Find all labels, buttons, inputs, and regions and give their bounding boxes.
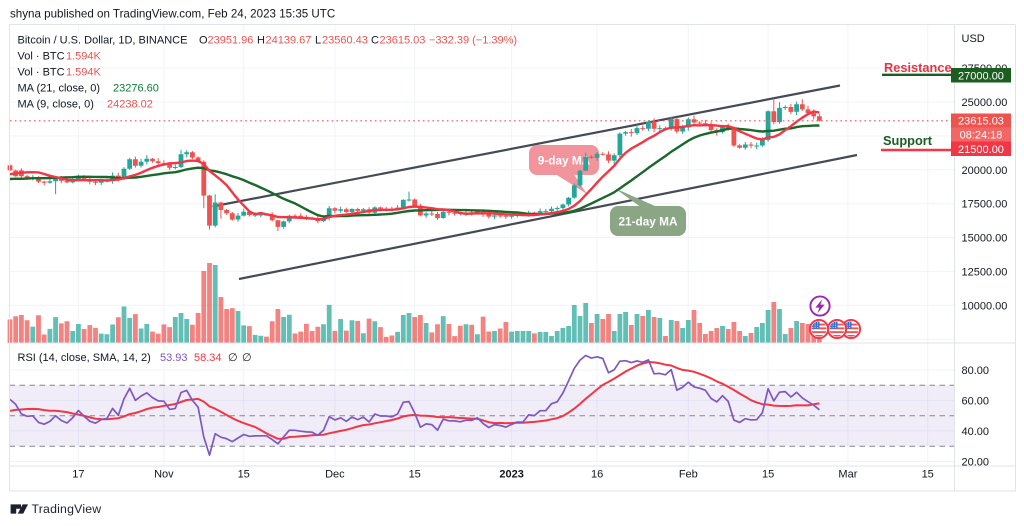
svg-text:Bitcoin / U.S. Dollar, 1D, BIN: Bitcoin / U.S. Dollar, 1D, BINANCE	[18, 35, 188, 47]
svg-text:23951.96: 23951.96	[208, 35, 254, 47]
svg-text:17500.00: 17500.00	[962, 199, 1008, 211]
svg-text:80.00: 80.00	[962, 365, 990, 377]
svg-text:O: O	[199, 35, 208, 47]
svg-text:10000.00: 10000.00	[962, 300, 1008, 312]
svg-text:25000.00: 25000.00	[962, 97, 1008, 109]
svg-text:23276.60: 23276.60	[113, 83, 159, 95]
svg-text:9-day MA: 9-day MA	[538, 154, 591, 168]
svg-text:2023: 2023	[499, 469, 523, 481]
svg-text:Mar: Mar	[838, 469, 857, 481]
svg-text:Vol · BTC: Vol · BTC	[18, 67, 65, 79]
svg-text:15: 15	[762, 469, 774, 481]
svg-text:1.594K: 1.594K	[66, 67, 102, 79]
svg-text:−332.39 (−1.39%): −332.39 (−1.39%)	[429, 35, 517, 47]
svg-text:21500.00: 21500.00	[958, 144, 1004, 156]
svg-text:20000.00: 20000.00	[962, 165, 1008, 177]
svg-text:Vol · BTC: Vol · BTC	[18, 51, 65, 63]
svg-text:TradingView: TradingView	[32, 502, 102, 516]
svg-text:Dec: Dec	[325, 469, 345, 481]
svg-text:23615.03: 23615.03	[380, 35, 426, 47]
svg-text:24238.02: 24238.02	[107, 99, 153, 111]
svg-text:∅: ∅	[228, 352, 238, 364]
svg-text:shyna published on TradingView: shyna published on TradingView.com, Feb …	[10, 8, 335, 21]
svg-text:MA (9, close, 0): MA (9, close, 0)	[18, 99, 94, 111]
svg-text:Support: Support	[883, 133, 933, 148]
svg-text:16: 16	[591, 469, 603, 481]
svg-text:1.594K: 1.594K	[66, 51, 102, 63]
svg-text:15: 15	[409, 469, 421, 481]
svg-text:20.00: 20.00	[962, 456, 990, 468]
svg-text:RSI (14, close, SMA, 14, 2): RSI (14, close, SMA, 14, 2)	[18, 352, 151, 364]
svg-text:Feb: Feb	[679, 469, 698, 481]
svg-text:Resistance: Resistance	[884, 60, 952, 75]
svg-text:MA (21, close, 0): MA (21, close, 0)	[18, 83, 101, 95]
svg-text:H: H	[257, 35, 265, 47]
svg-text:58.34: 58.34	[194, 352, 222, 364]
svg-text:08:24:18: 08:24:18	[960, 129, 1003, 141]
svg-text:23560.43: 23560.43	[322, 35, 368, 47]
svg-text:23615.03: 23615.03	[958, 115, 1004, 127]
svg-text:17: 17	[72, 469, 84, 481]
svg-text:27000.00: 27000.00	[958, 71, 1004, 83]
svg-text:40.00: 40.00	[962, 426, 990, 438]
svg-text:L: L	[315, 35, 321, 47]
svg-text:15000.00: 15000.00	[962, 233, 1008, 245]
svg-text:24139.67: 24139.67	[266, 35, 312, 47]
svg-text:53.93: 53.93	[160, 352, 188, 364]
svg-text:15: 15	[922, 469, 934, 481]
svg-text:C: C	[371, 35, 379, 47]
svg-text:21-day MA: 21-day MA	[618, 215, 677, 229]
svg-text:∅: ∅	[242, 352, 252, 364]
svg-text:USD: USD	[962, 33, 985, 45]
svg-text:15: 15	[238, 469, 250, 481]
svg-text:12500.00: 12500.00	[962, 266, 1008, 278]
svg-text:60.00: 60.00	[962, 395, 990, 407]
svg-text:Nov: Nov	[154, 469, 174, 481]
